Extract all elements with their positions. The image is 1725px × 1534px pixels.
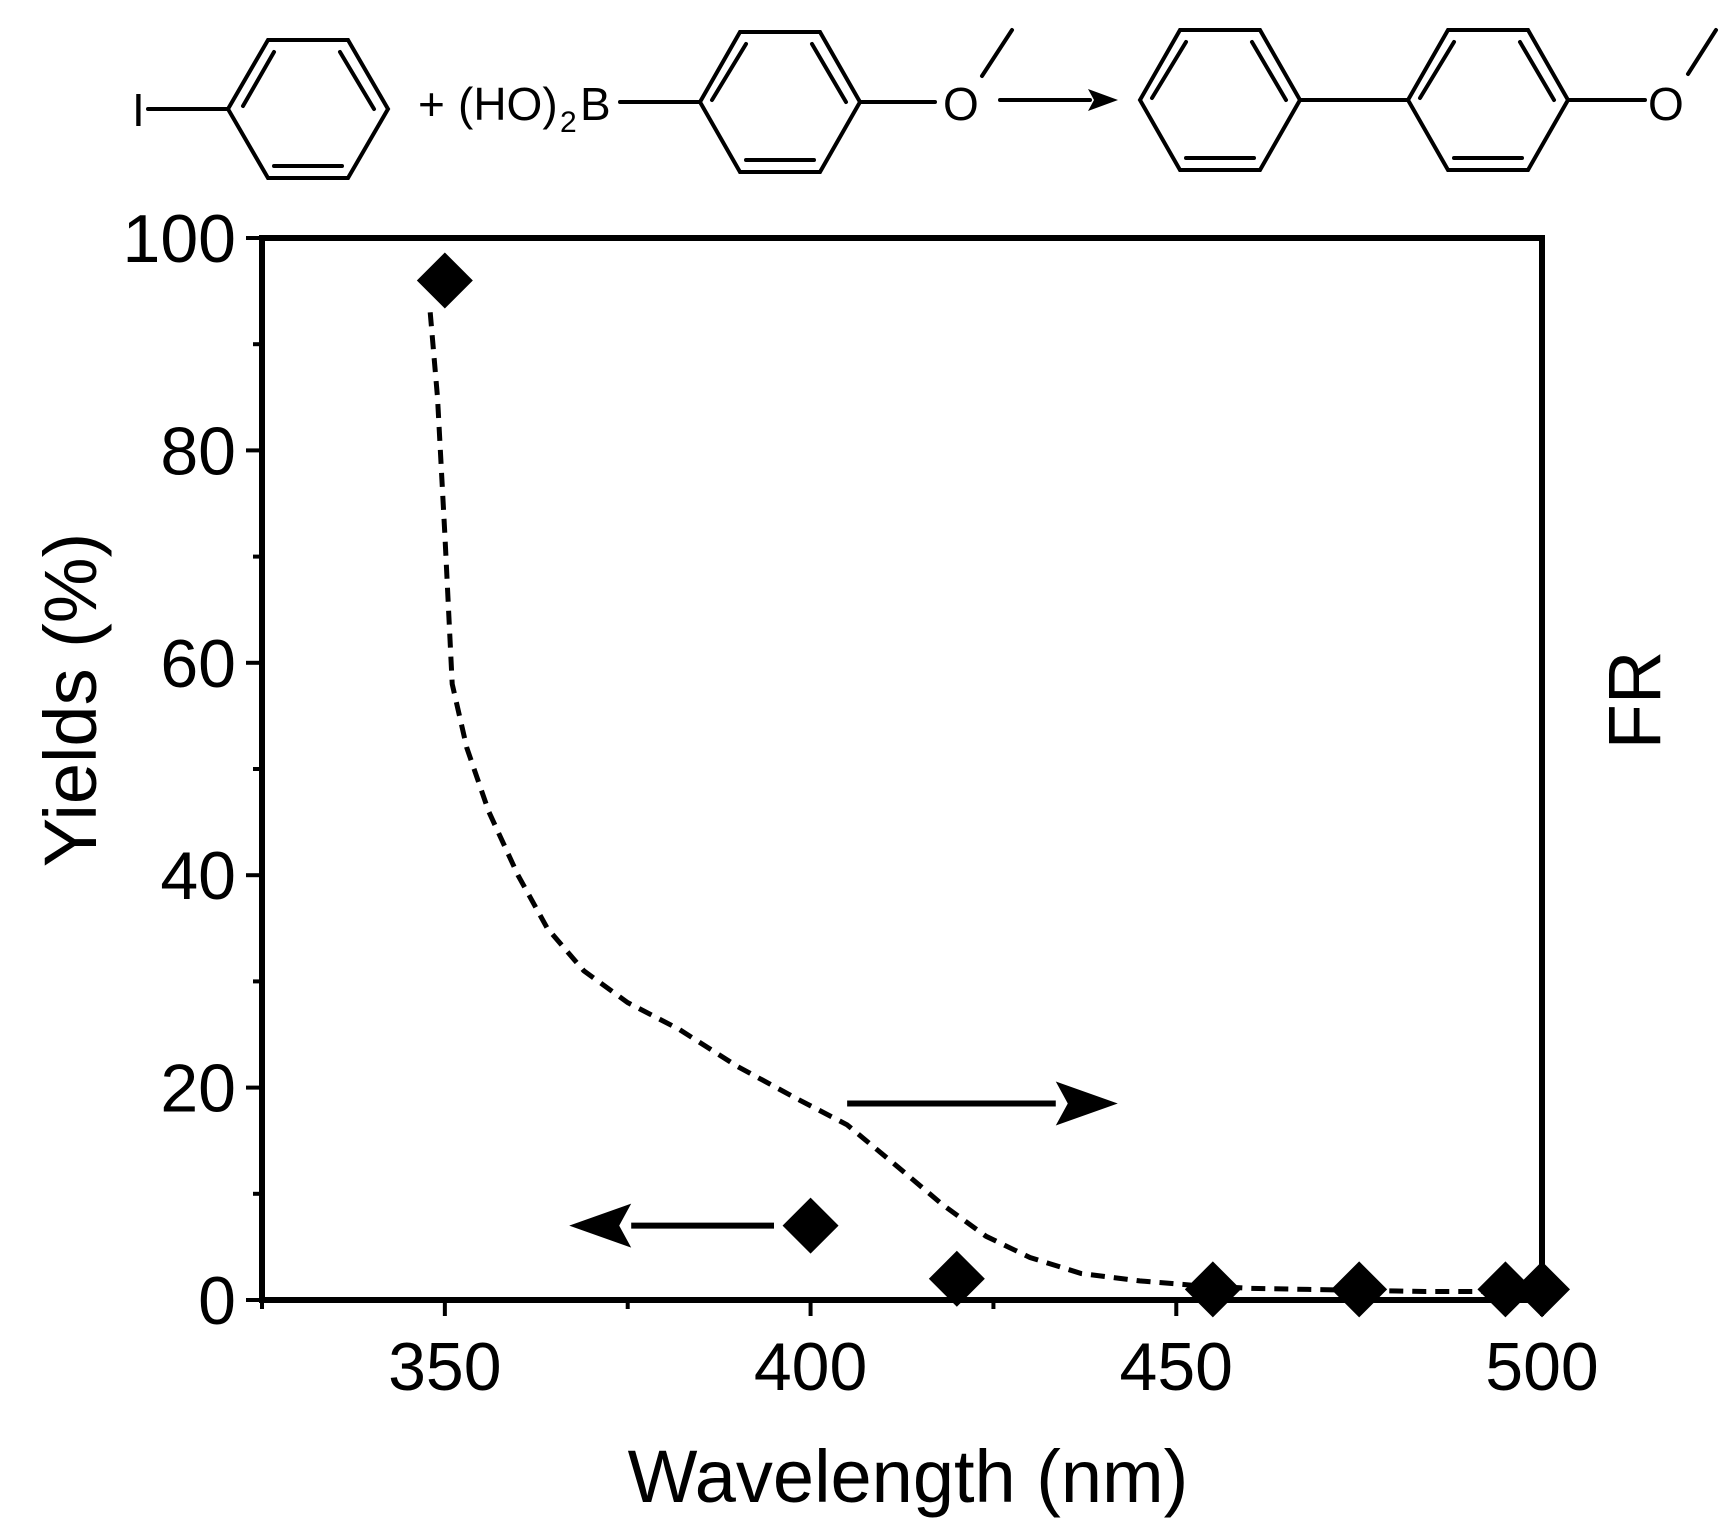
ring-3-inner-bond-b — [1250, 40, 1288, 102]
bond-o-methyl-2 — [1686, 28, 1718, 76]
bond-o-methyl-1 — [980, 28, 1014, 78]
y-tick-label: 100 — [123, 201, 236, 277]
benzene-ring-1 — [225, 38, 391, 180]
x-tick-label: 450 — [1120, 1329, 1233, 1405]
y-tick-label: 60 — [160, 626, 236, 702]
yield-data-point — [1184, 1261, 1241, 1318]
oxygen-label-2: O — [1648, 78, 1684, 130]
benzene-ring-2 — [697, 30, 863, 174]
ring-2-inner-bond-a — [710, 42, 748, 102]
reaction-arrow-head — [1088, 89, 1118, 111]
yield-data-point — [1477, 1261, 1534, 1318]
y-axis-title: Yields (%) — [29, 533, 112, 867]
marker-layer — [416, 252, 1570, 1318]
y2-axis-title: FR — [1593, 651, 1676, 750]
ring-4-inner-bond-a — [1418, 40, 1456, 100]
oxygen-label-1: O — [943, 78, 979, 130]
iodine-label: I — [132, 84, 145, 136]
fr-dashed-curve — [427, 312, 1542, 1294]
plot-frame — [259, 235, 1545, 1303]
chart: 350 400 450 500 0 20 40 60 80 100 — [123, 201, 1599, 1405]
x-tick-label: 350 — [388, 1329, 501, 1405]
benzene-ring-3 — [1137, 28, 1303, 172]
boron-label: B — [580, 78, 611, 130]
yield-data-point — [1331, 1261, 1388, 1318]
left-axis-arrow-head — [569, 1203, 632, 1248]
label-layer: 350 400 450 500 0 20 40 60 80 100 — [123, 201, 1599, 1405]
x-tick-label: 400 — [754, 1329, 867, 1405]
y-tick-label: 80 — [160, 413, 236, 489]
boronic-subscript: 2 — [560, 106, 577, 139]
benzene-ring-4 — [1405, 28, 1571, 172]
yield-data-point — [416, 252, 473, 309]
ring-3-inner-bond-a — [1150, 40, 1188, 100]
yield-data-point — [782, 1197, 839, 1254]
arrow-layer — [569, 1081, 1118, 1248]
reaction-scheme — [146, 28, 1718, 180]
yield-data-point — [928, 1250, 985, 1307]
y-tick-label: 20 — [160, 1051, 236, 1127]
x-axis-title: Wavelength (nm) — [628, 1435, 1189, 1518]
y-tick-label: 40 — [160, 838, 236, 914]
y-tick-label: 0 — [198, 1263, 236, 1339]
x-tick-label: 500 — [1485, 1329, 1598, 1405]
right-axis-arrow-head — [1055, 1081, 1118, 1126]
ring-1-inner-bond-b — [338, 50, 376, 111]
ring-2-inner-bond-b — [810, 42, 848, 104]
tick-layer — [246, 236, 1544, 1316]
ring-4-inner-bond-b — [1518, 40, 1556, 102]
curve-layer — [427, 312, 1542, 1294]
ring-1-inner-bond-a — [241, 50, 276, 108]
boronic-prefix: (HO) — [458, 78, 558, 130]
plus-sign: + — [418, 78, 445, 130]
